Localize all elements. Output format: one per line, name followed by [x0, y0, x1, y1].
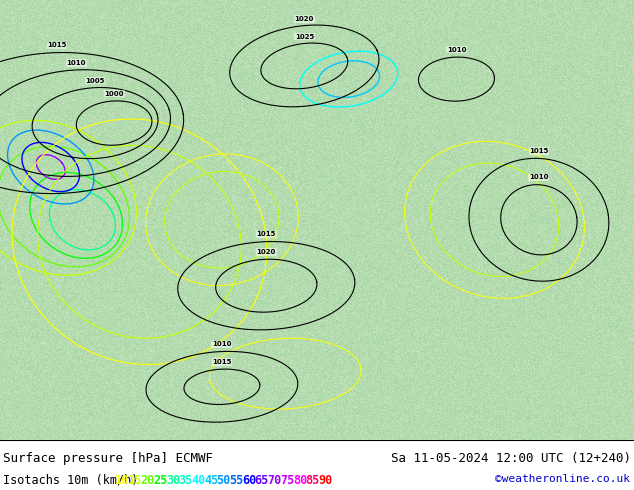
Text: Surface pressure [hPa] ECMWF: Surface pressure [hPa] ECMWF: [3, 452, 213, 465]
Text: 90: 90: [318, 474, 332, 487]
Text: 1020: 1020: [257, 249, 276, 255]
Text: 65: 65: [255, 474, 269, 487]
Text: 45: 45: [204, 474, 218, 487]
Text: 1015: 1015: [257, 231, 276, 237]
Text: 40: 40: [191, 474, 205, 487]
Text: 15: 15: [127, 474, 142, 487]
Text: 1020: 1020: [295, 16, 314, 22]
Text: 1010: 1010: [447, 47, 466, 53]
Text: 1010: 1010: [67, 60, 86, 66]
Text: 80: 80: [293, 474, 307, 487]
Text: 1015: 1015: [48, 42, 67, 49]
Text: 75: 75: [280, 474, 294, 487]
Text: Sa 11-05-2024 12:00 UTC (12+240): Sa 11-05-2024 12:00 UTC (12+240): [391, 452, 631, 465]
Text: 50: 50: [217, 474, 231, 487]
Text: Isotachs 10m (km/h): Isotachs 10m (km/h): [3, 474, 145, 487]
Text: 30: 30: [166, 474, 180, 487]
Text: 1010: 1010: [529, 174, 548, 180]
Text: ©weatheronline.co.uk: ©weatheronline.co.uk: [495, 474, 630, 484]
Text: 1010: 1010: [212, 341, 231, 347]
Text: 25: 25: [153, 474, 167, 487]
Text: 1005: 1005: [86, 77, 105, 83]
Text: 85: 85: [306, 474, 320, 487]
Text: 70: 70: [268, 474, 281, 487]
Text: 20: 20: [140, 474, 155, 487]
Text: 55: 55: [230, 474, 243, 487]
Text: 1015: 1015: [212, 359, 231, 365]
Text: 1000: 1000: [105, 91, 124, 97]
Text: 60: 60: [242, 474, 256, 487]
Text: 35: 35: [179, 474, 193, 487]
Text: 1025: 1025: [295, 33, 314, 40]
Text: 1015: 1015: [529, 148, 548, 154]
Text: 10: 10: [115, 474, 129, 487]
